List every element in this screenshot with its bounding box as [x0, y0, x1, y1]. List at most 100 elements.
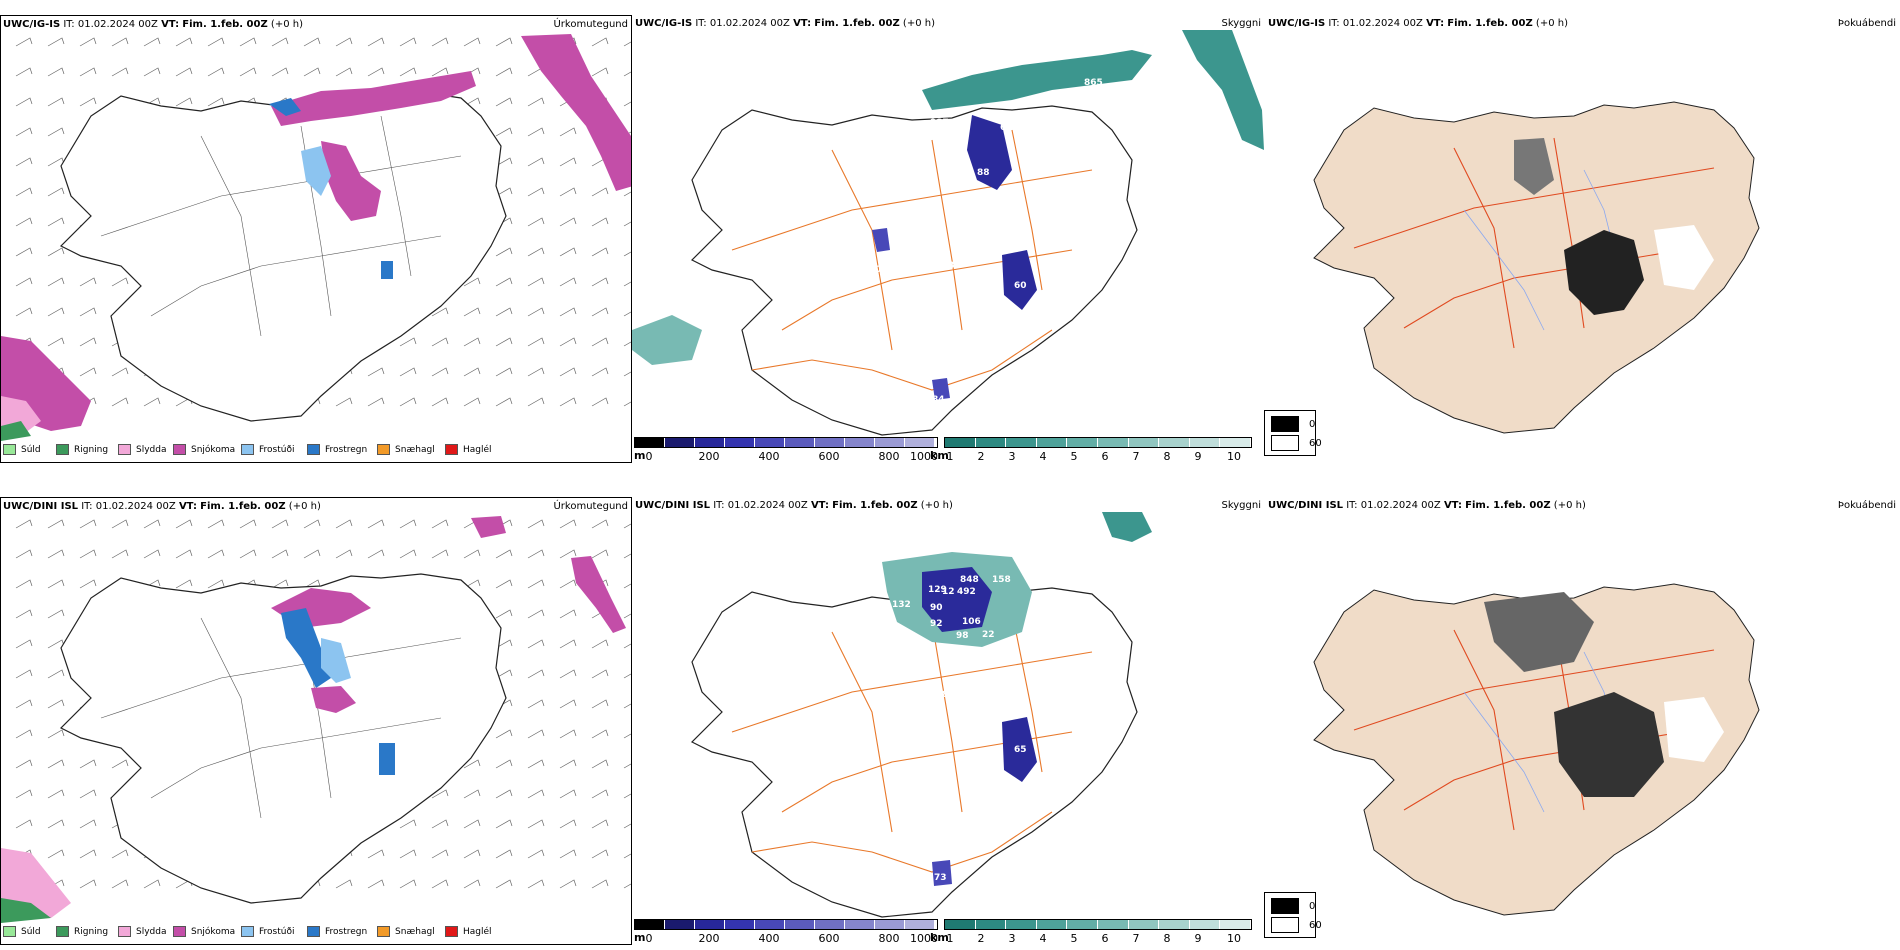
precip-type-map — [1, 516, 631, 923]
wind-barb — [79, 97, 97, 107]
vis-scale-m-cell — [725, 920, 755, 929]
wind-barb — [623, 341, 631, 347]
wind-barb — [431, 849, 449, 859]
wind-barb — [559, 549, 577, 559]
freezing-rain-spot — [381, 261, 393, 279]
vis-scale-m-tick: 1000 — [910, 932, 938, 945]
wind-barb — [47, 37, 65, 47]
vis-scale-km-cell — [1097, 920, 1129, 929]
legend-item-drizzle: Súld — [3, 444, 56, 455]
wind-barb — [79, 277, 97, 287]
wind-barb — [495, 849, 513, 859]
vis-scale-m-tick: 800 — [878, 450, 900, 463]
vis-scale-km-cell — [945, 438, 976, 447]
wind-barb — [591, 307, 609, 317]
wind-barb — [431, 819, 449, 829]
wind-barb — [623, 251, 631, 257]
wind-barb — [47, 789, 65, 799]
wind-barb — [79, 367, 97, 377]
wind-barb — [623, 703, 631, 709]
wind-barb — [335, 37, 353, 47]
wind-barb — [495, 307, 513, 317]
vis-blue-center — [922, 567, 992, 632]
wind-barb — [399, 367, 417, 377]
wind-barb — [47, 549, 65, 559]
vis-scale-km-cell — [1220, 438, 1251, 447]
vis-scale-km-tick: 4 — [1039, 450, 1047, 463]
wind-barb — [591, 277, 609, 287]
wind-barb — [559, 699, 577, 709]
vis-scale-km: km 1 2 3 4 5 6 7 8 9 10 — [930, 919, 1252, 945]
legend-item-freezing-rain: Frostregn — [307, 926, 377, 937]
wind-barb — [559, 337, 577, 347]
wind-barb — [527, 609, 545, 619]
wind-barb — [303, 37, 321, 47]
panel-title: UWC/IG-IS IT: 01.02.2024 00Z VT: Fim. 1.… — [3, 19, 303, 30]
wind-barb — [591, 247, 609, 257]
panel-variable-label: Úrkomutegund — [553, 501, 628, 512]
legend-item-sleet: Slydda — [118, 444, 173, 455]
legend-item-hail: Haglél — [445, 444, 505, 455]
wind-barb — [367, 67, 385, 77]
wind-barb — [463, 579, 481, 589]
wind-barb — [79, 849, 97, 859]
teal-area-west — [632, 315, 702, 365]
wind-barb — [623, 523, 631, 529]
wind-barb — [527, 337, 545, 347]
wind-barb — [111, 759, 129, 769]
fog-white-area — [1654, 225, 1714, 290]
wind-barb — [623, 583, 631, 589]
coastline — [690, 105, 1138, 436]
wind-barb — [623, 101, 631, 107]
legend-item-drizzle: Súld — [3, 926, 56, 937]
vis-scale-km-cells — [944, 919, 1252, 930]
wind-barb — [47, 759, 65, 769]
wind-barb — [143, 37, 161, 47]
frost-drizzle-center — [301, 146, 331, 196]
wind-barb — [207, 97, 225, 107]
wind-barb — [15, 277, 33, 287]
freezing-rain-center — [281, 608, 331, 688]
wind-barb — [527, 187, 545, 197]
vis-blue-south — [932, 378, 950, 400]
legend-item-freezing-drizzle: Frostúði — [241, 926, 307, 937]
snow-area-south — [311, 686, 356, 713]
wind-barb — [367, 397, 385, 407]
wind-barb — [15, 639, 33, 649]
vis-scale-m-cell — [785, 438, 815, 447]
wind-barb — [399, 819, 417, 829]
wind-barb — [623, 71, 631, 77]
wind-barb — [335, 67, 353, 77]
wind-barb — [15, 127, 33, 137]
fog-index-map — [1313, 583, 1760, 916]
wind-barb — [431, 879, 449, 889]
coastline — [690, 587, 1138, 918]
wind-barb — [559, 367, 577, 377]
wind-barb — [47, 819, 65, 829]
vis-scale-km: km 1 2 3 4 5 6 7 8 9 10 — [930, 437, 1252, 463]
rain-area-sw — [1, 898, 51, 923]
wind-barb — [79, 759, 97, 769]
wind-barb — [623, 643, 631, 649]
visibility-map — [690, 512, 1152, 918]
precip-type-panel-bottom: UWC/DINI ISL IT: 01.02.2024 00Z VT: Fim.… — [0, 497, 632, 945]
wind-barb — [591, 849, 609, 859]
frost-drizzle-center — [321, 638, 351, 683]
wind-barb — [47, 669, 65, 679]
panel-title: UWC/DINI ISL IT: 01.02.2024 00Z VT: Fim.… — [3, 501, 321, 512]
legend-item-snow: Snjókoma — [173, 444, 241, 455]
wind-barb — [47, 579, 65, 589]
wind-barb — [15, 519, 33, 529]
wind-barb — [367, 849, 385, 859]
wind-barb — [111, 397, 129, 407]
wind-barb — [463, 759, 481, 769]
vis-scale-m-unit: m — [634, 931, 646, 944]
wind-barb — [591, 669, 609, 679]
wind-barb — [623, 221, 631, 227]
wind-barb — [431, 549, 449, 559]
wind-barb — [559, 157, 577, 167]
wind-barb — [463, 367, 481, 377]
vis-scale-m-cell — [635, 920, 665, 929]
fog-dark-area — [1554, 692, 1664, 797]
wind-barb — [175, 97, 193, 107]
